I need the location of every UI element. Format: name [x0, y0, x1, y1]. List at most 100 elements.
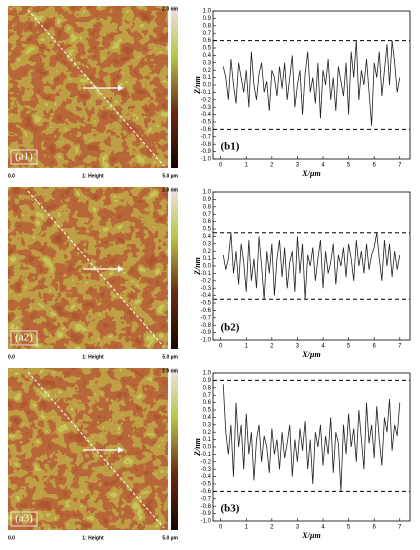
panel-label-box [216, 139, 244, 154]
y-tick-label: -0.3 [201, 105, 212, 111]
panel-label-box [10, 330, 38, 346]
x-tick-label: 7 [398, 525, 402, 531]
y-tick-label: -0.8 [201, 323, 212, 329]
y-tick-label: 0.6 [203, 219, 212, 225]
y-tick-label: -1.0 [201, 519, 212, 525]
y-tick-label: 0.1 [203, 256, 212, 262]
y-tick-label: -0.3 [201, 286, 212, 292]
y-tick-label: 1.0 [203, 190, 212, 196]
y-axis-label: Z/nm [193, 76, 202, 95]
scale-max: 2.0 nm [162, 368, 178, 374]
y-tick-label: -0.6 [201, 489, 212, 495]
y-tick-label: -0.5 [201, 120, 212, 126]
arrow-head [118, 447, 124, 453]
y-tick-label: 0.3 [203, 60, 212, 66]
scan-line [27, 190, 165, 348]
y-tick-label: -1.0 [201, 338, 212, 344]
y-tick-label: -0.7 [201, 315, 212, 321]
scale-min: 0.0 [8, 173, 15, 179]
color-bar [171, 368, 178, 530]
y-tick-label: -0.1 [201, 90, 212, 96]
y-tick-label: -0.7 [201, 496, 212, 502]
scale-min: 0.0 [8, 535, 15, 541]
x-tick-label: 5 [347, 525, 351, 531]
y-tick-label: 0.6 [203, 400, 212, 406]
y-tick-label: 0.5 [203, 227, 212, 233]
afm-image [8, 368, 168, 530]
scan-size: 5.0 µm [162, 535, 178, 541]
panel-label: (b1) [221, 141, 240, 153]
color-bar [171, 6, 178, 168]
y-tick-label: 0.5 [203, 46, 212, 52]
x-tick-label: 5 [347, 344, 351, 350]
y-axis-label: Z/nm [193, 257, 202, 276]
y-tick-label: 0.8 [203, 23, 212, 29]
panel-label: (b2) [221, 322, 240, 334]
y-tick-label: 0.1 [203, 437, 212, 443]
channel: 1: Height [82, 535, 104, 541]
afm-image [8, 187, 168, 349]
y-tick-label: -0.2 [201, 97, 212, 103]
y-tick-label: 0.0 [203, 83, 212, 89]
scale-min: 0.0 [8, 354, 15, 360]
y-tick-label: 0.9 [203, 197, 212, 203]
y-tick-label: -0.6 [201, 308, 212, 314]
panel-label: (b3) [221, 503, 240, 515]
afm-image [8, 6, 168, 168]
y-tick-label: -0.7 [201, 134, 212, 140]
x-tick-label: 4 [321, 525, 325, 531]
y-tick-label: -0.6 [201, 127, 212, 133]
scan-size: 5.0 µm [162, 354, 178, 360]
y-tick-label: 0.4 [203, 415, 212, 421]
x-tick-label: 3 [296, 525, 300, 531]
y-tick-label: 0.3 [203, 241, 212, 247]
y-tick-label: -0.9 [201, 330, 212, 336]
y-tick-label: -0.5 [201, 301, 212, 307]
y-tick-label: 0.4 [203, 53, 212, 59]
y-tick-label: -0.2 [201, 278, 212, 284]
y-tick-label: -0.3 [201, 467, 212, 473]
arrow-head [118, 85, 124, 91]
y-tick-label: -0.8 [201, 504, 212, 510]
panel-label-box [216, 501, 244, 516]
panel-label: (a3) [15, 513, 33, 525]
x-axis-label: X/µm [301, 169, 320, 178]
y-tick-label: 0.7 [203, 212, 212, 218]
x-tick-label: 2 [270, 344, 274, 350]
scan-line [27, 9, 165, 167]
x-tick-label: 4 [321, 163, 325, 169]
y-tick-label: 0.9 [203, 378, 212, 384]
panel-label: (a1) [15, 151, 33, 163]
y-tick-label: 0.1 [203, 75, 212, 81]
y-tick-label: 0.8 [203, 204, 212, 210]
y-tick-label: 1.0 [203, 371, 212, 377]
y-tick-label: 0.7 [203, 393, 212, 399]
y-tick-label: -0.4 [201, 112, 212, 118]
x-tick-label: 0 [219, 525, 223, 531]
y-tick-label: 0.3 [203, 422, 212, 428]
y-tick-label: -0.1 [201, 452, 212, 458]
x-tick-label: 6 [373, 525, 377, 531]
panel-label-box [10, 149, 38, 165]
profile-line [222, 232, 401, 300]
y-tick-label: -0.1 [201, 271, 212, 277]
channel: 1: Height [82, 354, 104, 360]
y-tick-label: 0.4 [203, 234, 212, 240]
y-tick-label: -0.4 [201, 293, 212, 299]
x-tick-label: 2 [270, 525, 274, 531]
x-tick-label: 5 [347, 163, 351, 169]
profile-line [222, 40, 401, 126]
scan-size: 5.0 µm [162, 173, 178, 179]
profile-line [222, 384, 401, 492]
scale-max: 2.0 nm [162, 187, 178, 193]
panel-label: (a2) [15, 332, 33, 344]
y-tick-label: -0.4 [201, 474, 212, 480]
y-tick-label: 0.6 [203, 38, 212, 44]
x-tick-label: 1 [245, 344, 249, 350]
y-tick-label: 0.8 [203, 385, 212, 391]
color-bar [171, 187, 178, 349]
x-tick-label: 7 [398, 163, 402, 169]
channel: 1: Height [82, 173, 104, 179]
y-tick-label: 0.2 [203, 68, 212, 74]
